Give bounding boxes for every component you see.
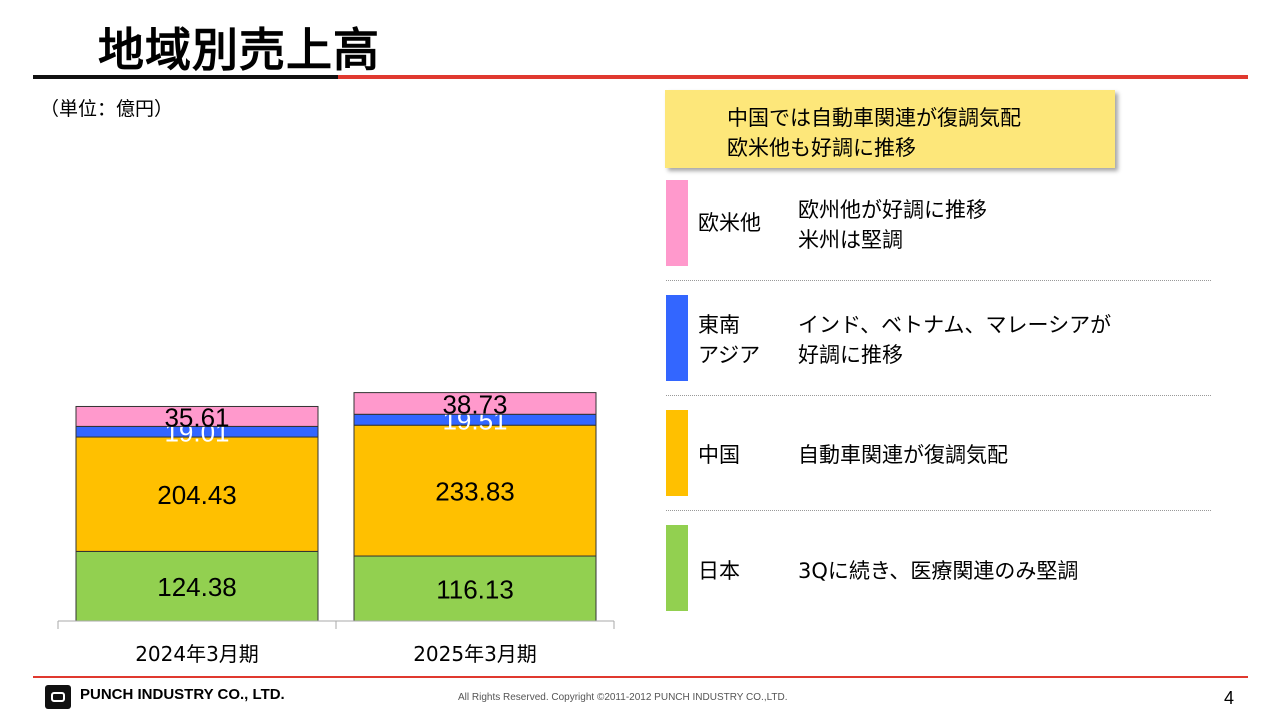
title-rule-red (338, 75, 1248, 79)
punch-logo-icon (45, 685, 71, 709)
title-rule-black (33, 75, 338, 79)
copyright-text: All Rights Reserved. Copyright ©2011-201… (458, 692, 788, 703)
region-sea-name-2: アジア (698, 343, 761, 367)
data-label: 116.13 (436, 575, 514, 605)
bar-segment (353, 555, 597, 622)
region-separator (666, 280, 1211, 281)
bar-segment (353, 392, 597, 415)
region-sea-desc-1: インド、ベトナム、マレーシアが (798, 313, 1112, 337)
region-sea: 東南 アジア インド、ベトナム、マレーシアが 好調に推移 (666, 295, 1246, 383)
bar-segment (75, 550, 319, 622)
region-china: 中国 自動車関連が復調気配 (666, 410, 1246, 498)
callout-line-1: 中国では自動車関連が復調気配 (727, 106, 1021, 130)
page-title: 地域別売上高 (98, 23, 380, 77)
region-japan-name: 日本 (698, 559, 740, 583)
data-label: 204.43 (157, 480, 237, 510)
callout-line-2: 欧米他も好調に推移 (727, 136, 916, 160)
x-tick-label: 2024年3月期 (135, 642, 259, 666)
bar-segment (353, 424, 597, 557)
page-number: 4 (1224, 688, 1235, 708)
bar-segment (75, 405, 319, 427)
region-west: 欧米他 欧州他が好調に推移 米州は堅調 (666, 180, 1246, 268)
company-name: PUNCH INDUSTRY CO., LTD. (80, 686, 285, 703)
region-sea-desc-2: 好調に推移 (798, 343, 903, 367)
region-separator (666, 510, 1211, 511)
callout-box: 中国では自動車関連が復調気配 欧米他も好調に推移 (665, 90, 1115, 168)
region-sea-swatch (666, 295, 688, 381)
region-china-desc: 自動車関連が復調気配 (798, 443, 1008, 467)
region-japan-desc: 3Qに続き、医療関連のみ堅調 (798, 559, 1079, 583)
x-tick-label: 2025年3月期 (413, 642, 537, 666)
footer-rule (33, 676, 1248, 678)
region-west-desc-1: 欧州他が好調に推移 (798, 198, 987, 222)
region-separator (666, 395, 1211, 396)
bar-segment (75, 436, 319, 552)
region-west-desc-2: 米州は堅調 (798, 228, 903, 252)
stacked-bar-chart: 124.38204.4319.0135.612024年3月期116.13233.… (57, 389, 615, 666)
region-west-name: 欧米他 (698, 211, 761, 235)
unit-label: （単位：億円） (40, 98, 174, 120)
data-label: 35.61 (164, 402, 229, 432)
data-label: 38.73 (442, 389, 507, 419)
region-china-swatch (666, 410, 688, 496)
region-west-swatch (666, 180, 688, 266)
data-label: 233.83 (435, 477, 515, 507)
region-japan-swatch (666, 525, 688, 611)
region-sea-name-1: 東南 (698, 313, 740, 337)
region-japan: 日本 3Qに続き、医療関連のみ堅調 (666, 525, 1246, 613)
data-label: 124.38 (157, 572, 237, 602)
region-china-name: 中国 (698, 443, 740, 467)
